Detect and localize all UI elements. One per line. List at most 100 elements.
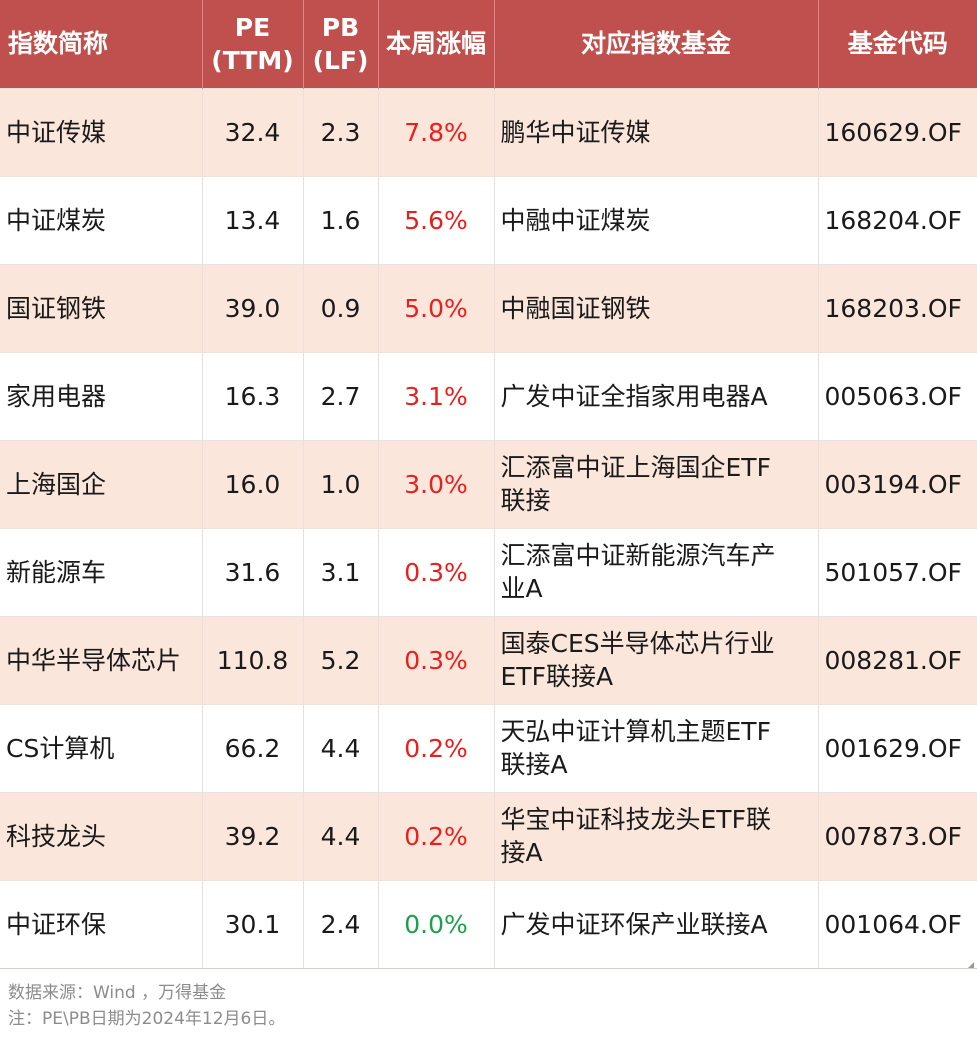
source-note: 数据来源：Wind ，万得基金 — [8, 983, 227, 1003]
pe-cell: 32.4 — [202, 87, 304, 176]
pb-cell: 1.0 — [303, 439, 379, 528]
table-row: 科技龙头 39.2 4.4 0.2% 华宝中证科技龙头ETF联 接A 007873.OF — [0, 791, 977, 880]
index-name-cell: 新能源车 — [0, 527, 203, 616]
pe-cell: 16.3 — [202, 351, 304, 440]
weekly-change-cell: 0.2% — [378, 703, 495, 792]
fund-name-line2: 联接A — [500, 750, 568, 779]
fund-code-cell: 160629.OF — [818, 87, 977, 176]
fund-name-line1: 华宝中证科技龙头ETF联 — [500, 805, 771, 834]
weekly-change-cell: 0.2% — [378, 791, 495, 880]
fund-code-cell: 008281.OF — [818, 615, 977, 704]
pb-cell: 0.9 — [303, 263, 379, 352]
table-bottom-border — [0, 968, 977, 969]
pe-cell: 39.2 — [202, 791, 304, 880]
weekly-change-value: 0.3% — [404, 557, 468, 587]
fund-name-line1: 中融国证钢铁 — [500, 293, 651, 323]
weekly-change-cell: 3.0% — [378, 439, 495, 528]
fund-code-cell: 005063.OF — [818, 351, 977, 440]
table-body: 中证传媒 32.4 2.3 7.8% 鹏华中证传媒 160629.OF 中证煤炭 13.4 1.… — [0, 87, 977, 968]
weekly-change-cell: 7.8% — [378, 87, 495, 176]
pb-cell: 3.1 — [303, 527, 379, 616]
index-name-cell: 家用电器 — [0, 351, 203, 440]
fund-name-cell: 广发中证全指家用电器A — [494, 351, 819, 440]
pb-cell: 5.2 — [303, 615, 379, 704]
fund-name-line1: 广发中证全指家用电器A — [500, 381, 768, 411]
fund-name-cell: 中融国证钢铁 — [494, 263, 819, 352]
table-row: 家用电器 16.3 2.7 3.1% 广发中证全指家用电器A 005063.OF — [0, 351, 977, 440]
pb-cell: 4.4 — [303, 703, 379, 792]
weekly-change-cell: 5.0% — [378, 263, 495, 352]
weekly-change-value: 0.2% — [404, 733, 468, 763]
fund-name-cell: 中融中证煤炭 — [494, 175, 819, 264]
fund-name-line1: 广发中证环保产业联接A — [500, 909, 768, 939]
header-pe: PE (TTM) — [202, 0, 304, 88]
fund-name-line1: 天弘中证计算机主题ETF — [500, 717, 771, 746]
index-name-cell: 上海国企 — [0, 439, 203, 528]
weekly-change-value: 0.2% — [404, 821, 468, 851]
weekly-change-cell: 0.3% — [378, 615, 495, 704]
fund-name-line2: 业A — [500, 574, 543, 603]
fund-name-cell: 华宝中证科技龙头ETF联 接A — [494, 791, 819, 880]
pe-cell: 16.0 — [202, 439, 304, 528]
pb-cell: 2.7 — [303, 351, 379, 440]
pe-cell: 39.0 — [202, 263, 304, 352]
weekly-change-value: 0.0% — [404, 909, 468, 939]
fund-name-cell: 汇添富中证上海国企ETF 联接 — [494, 439, 819, 528]
fund-code-cell: 168204.OF — [818, 175, 977, 264]
header-index-name: 指数简称 — [0, 0, 203, 88]
fund-name-line2: 联接 — [500, 486, 551, 515]
fund-name-line2: 接A — [500, 838, 543, 867]
index-name-cell: 国证钢铁 — [0, 263, 203, 352]
header-pe-line1: PE — [234, 12, 271, 42]
header-code: 基金代码 — [818, 0, 977, 88]
table-header: 指数简称 PE (TTM) PB (LF) 本周涨幅 对应指数基金 基金代码 — [0, 0, 977, 88]
table-row: 国证钢铁 39.0 0.9 5.0% 中融国证钢铁 168203.OF — [0, 263, 977, 352]
fund-code-cell: 501057.OF — [818, 527, 977, 616]
pe-cell: 30.1 — [202, 879, 304, 968]
pe-cell: 13.4 — [202, 175, 304, 264]
index-name-cell: 中证煤炭 — [0, 175, 203, 264]
header-weekly-change: 本周涨幅 — [378, 0, 495, 88]
fund-name-cell: 天弘中证计算机主题ETF 联接A — [494, 703, 819, 792]
fund-code-cell: 168203.OF — [818, 263, 977, 352]
index-valuation-table: 指数简称 PE (TTM) PB (LF) 本周涨幅 对应指数基金 基金代码 中… — [0, 0, 977, 968]
index-name-cell: 科技龙头 — [0, 791, 203, 880]
weekly-change-cell: 0.3% — [378, 527, 495, 616]
table-row: 中华半导体芯片 110.8 5.2 0.3% 国泰CES半导体芯片行业 ETF联接A 008… — [0, 615, 977, 704]
table-row: 新能源车 31.6 3.1 0.3% 汇添富中证新能源汽车产 业A 501057.OF — [0, 527, 977, 616]
weekly-change-cell: 5.6% — [378, 175, 495, 264]
pe-cell: 110.8 — [202, 615, 304, 704]
fund-code-cell: 007873.OF — [818, 791, 977, 880]
table-row: 中证传媒 32.4 2.3 7.8% 鹏华中证传媒 160629.OF — [0, 87, 977, 176]
fund-code-cell: 001629.OF — [818, 703, 977, 792]
fund-name-line1: 汇添富中证新能源汽车产 — [500, 541, 776, 570]
valuation-table-container: 指数简称 PE (TTM) PB (LF) 本周涨幅 对应指数基金 基金代码 中… — [0, 0, 977, 968]
header-pb-line1: PB — [321, 12, 360, 42]
fund-name-cell: 汇添富中证新能源汽车产 业A — [494, 527, 819, 616]
header-pb: PB (LF) — [303, 0, 379, 88]
fund-name-line1: 鹏华中证传媒 — [500, 117, 651, 147]
footnotes: 数据来源：Wind ，万得基金 注：PE\PB日期为2024年12月6日。 — [8, 980, 285, 1032]
fund-name-line2: ETF联接A — [500, 662, 614, 691]
header-pe-line2: (TTM) — [211, 45, 294, 75]
header-row: 指数简称 PE (TTM) PB (LF) 本周涨幅 对应指数基金 基金代码 — [0, 0, 977, 88]
fund-name-line1: 国泰CES半导体芯片行业 — [500, 629, 775, 658]
weekly-change-value: 5.0% — [404, 293, 468, 323]
pb-cell: 2.3 — [303, 87, 379, 176]
index-name-cell: 中证环保 — [0, 879, 203, 968]
pb-cell: 4.4 — [303, 791, 379, 880]
weekly-change-cell: 0.0% — [378, 879, 495, 968]
table-row: CS计算机 66.2 4.4 0.2% 天弘中证计算机主题ETF 联接A 001629.OF — [0, 703, 977, 792]
table-row: 中证煤炭 13.4 1.6 5.6% 中融中证煤炭 168204.OF — [0, 175, 977, 264]
weekly-change-value: 7.8% — [404, 117, 468, 147]
weekly-change-value: 5.6% — [404, 205, 468, 235]
fund-name-cell: 鹏华中证传媒 — [494, 87, 819, 176]
index-name-cell: 中证传媒 — [0, 87, 203, 176]
table-row: 上海国企 16.0 1.0 3.0% 汇添富中证上海国企ETF 联接 003194.OF — [0, 439, 977, 528]
pb-cell: 2.4 — [303, 879, 379, 968]
fund-name-cell: 广发中证环保产业联接A — [494, 879, 819, 968]
pe-cell: 31.6 — [202, 527, 304, 616]
index-name-cell: 中华半导体芯片 — [0, 615, 203, 704]
fund-name-line1: 中融中证煤炭 — [500, 205, 651, 235]
header-pb-line2: (LF) — [312, 45, 369, 75]
